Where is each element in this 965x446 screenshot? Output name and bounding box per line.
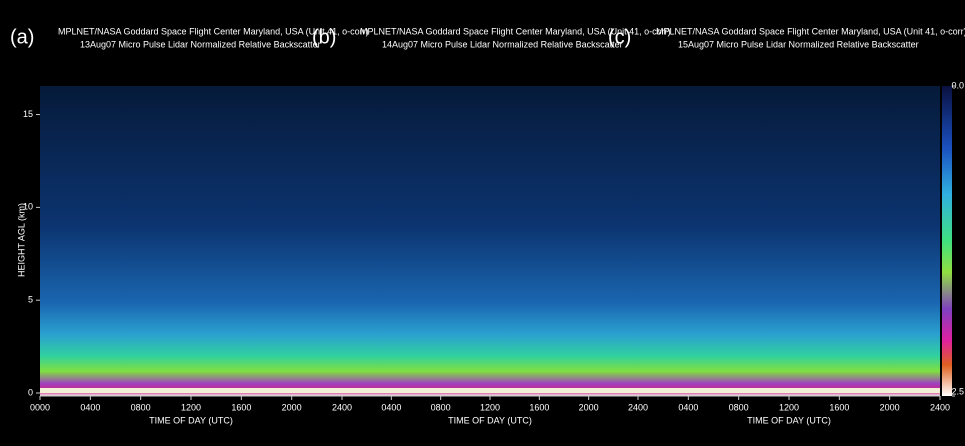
panel-subtitle: 13Aug07 Micro Pulse Lidar Normalized Rel… xyxy=(80,39,321,49)
y-tick-label: 0 xyxy=(28,387,33,397)
panels xyxy=(40,86,940,396)
x-tick-label: 1200 xyxy=(181,402,201,412)
x-tick-label: 2000 xyxy=(282,402,302,412)
y-tick-label: 15 xyxy=(23,109,33,119)
x-tick-label: 0400 xyxy=(678,402,698,412)
panel-label: (a) xyxy=(10,26,34,48)
x-tick-label: 1200 xyxy=(480,402,500,412)
x-tick-label: 0800 xyxy=(431,402,451,412)
x-axis-label: TIME OF DAY (UTC) xyxy=(149,415,233,425)
y-tick-label: 5 xyxy=(28,295,33,305)
x-tick-label: 2000 xyxy=(579,402,599,412)
surface-band xyxy=(40,388,342,393)
x-tick-label: 2400 xyxy=(628,402,648,412)
panel-title: MPLNET/NASA Goddard Space Flight Center … xyxy=(656,26,965,36)
x-tick-label: 2400 xyxy=(332,402,352,412)
panel-subtitle: 14Aug07 Micro Pulse Lidar Normalized Rel… xyxy=(382,39,623,49)
x-tick-label: 0400 xyxy=(381,402,401,412)
x-tick-label: 1600 xyxy=(231,402,251,412)
y-tick-label: 10 xyxy=(23,202,33,212)
x-tick-label: 1200 xyxy=(779,402,799,412)
x-tick-label: 1600 xyxy=(529,402,549,412)
surface-band xyxy=(638,388,940,393)
figure: HEIGHT AGL (km) (a) MPLNET/NASA Goddard S… xyxy=(0,0,965,446)
colorbar xyxy=(942,86,952,396)
lidar-image xyxy=(342,86,638,396)
surface-band xyxy=(342,388,638,393)
x-tick-label: 0400 xyxy=(80,402,100,412)
panel-subtitle: 15Aug07 Micro Pulse Lidar Normalized Rel… xyxy=(678,39,919,49)
colorbar-tick-label: 0.0 xyxy=(951,80,964,90)
x-tick-label: 0000 xyxy=(30,402,50,412)
x-tick-label: 1600 xyxy=(829,402,849,412)
x-tick-label: 2400 xyxy=(930,402,950,412)
colorbar-tick-label: 2.5 xyxy=(951,386,964,396)
lidar-image xyxy=(40,86,342,396)
panel-label: (b) xyxy=(312,26,336,48)
lidar-image xyxy=(638,86,940,396)
x-tick-label: 0800 xyxy=(131,402,151,412)
x-axis-label: TIME OF DAY (UTC) xyxy=(448,415,532,425)
y-axis-label: HEIGHT AGL (km) xyxy=(16,203,26,277)
x-tick-label: 0800 xyxy=(729,402,749,412)
x-axis-label: TIME OF DAY (UTC) xyxy=(747,415,831,425)
panel-label: (c) xyxy=(608,26,631,48)
x-tick-label: 2000 xyxy=(880,402,900,412)
